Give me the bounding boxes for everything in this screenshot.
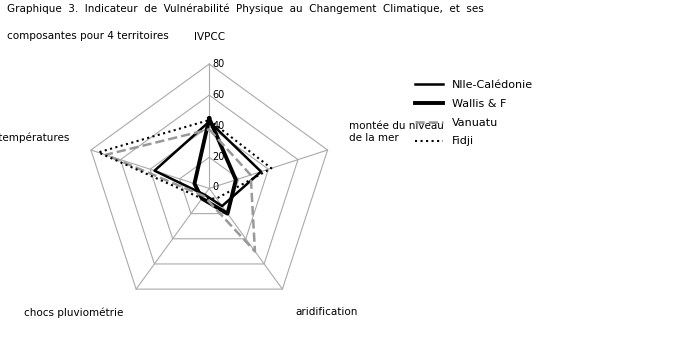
Text: 80: 80: [213, 59, 225, 69]
Text: Graphique  3.  Indicateur  de  Vulnérabilité  Physique  au  Changement  Climatiq: Graphique 3. Indicateur de Vulnérabilité…: [7, 3, 483, 14]
Text: chocs pluviométrie: chocs pluviométrie: [24, 307, 123, 318]
Text: composantes pour 4 territoires: composantes pour 4 territoires: [7, 31, 169, 42]
Text: 40: 40: [213, 121, 225, 131]
Text: chocs températures: chocs températures: [0, 133, 70, 143]
Legend: Nlle-Calédonie, Wallis & F, Vanuatu, Fidji: Nlle-Calédonie, Wallis & F, Vanuatu, Fid…: [410, 75, 537, 151]
Text: 60: 60: [213, 90, 225, 100]
Text: 20: 20: [213, 153, 225, 162]
Text: 0: 0: [213, 182, 219, 192]
Text: aridification: aridification: [296, 307, 358, 317]
Text: montée du niveau
de la mer: montée du niveau de la mer: [349, 121, 443, 143]
Text: IVPCC: IVPCC: [194, 32, 225, 42]
